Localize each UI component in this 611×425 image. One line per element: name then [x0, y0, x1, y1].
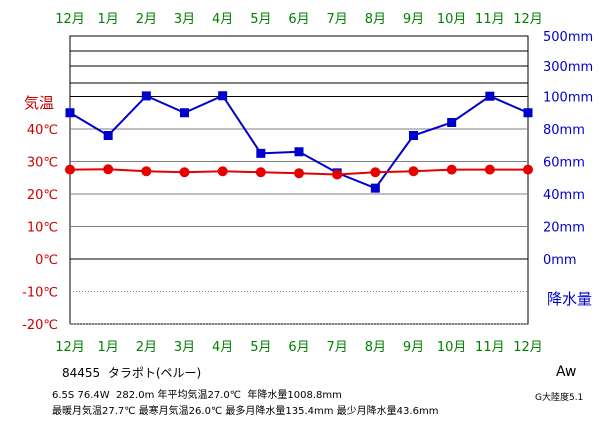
temperature-point [217, 166, 228, 177]
station-title: 84455 タラポト(ペルー) [62, 364, 201, 381]
month-label-top: 10月 [437, 12, 467, 27]
station-extremes: 最暖月気温27.7℃ 最寒月気温26.0℃ 最多月降水量135.4mm 最少月降… [52, 402, 438, 417]
plot-frame [69, 35, 529, 325]
temperature-tick-label: 0℃ [35, 253, 58, 268]
precip-axis-title: 降水量 [547, 290, 592, 308]
precip-tick-label: 100mm [543, 91, 593, 106]
precip-tick-label: 60mm [543, 156, 585, 171]
month-label-top: 8月 [365, 12, 386, 27]
coldest-month-temperature: 最寒月気温26.0℃ [138, 406, 223, 417]
temperature-axis-title: 気温 [24, 94, 54, 112]
month-label-top: 3月 [174, 12, 195, 27]
month-label-bottom: 4月 [212, 340, 233, 355]
precip-tick-label: 0mm [543, 253, 577, 268]
precip-point [294, 147, 304, 157]
precip-tick-label: 20mm [543, 221, 585, 236]
month-label-bottom: 12月 [513, 340, 543, 355]
precip-tick-label: 80mm [543, 123, 585, 138]
month-label-top: 7月 [327, 12, 348, 27]
month-label-bottom: 1月 [98, 340, 119, 355]
temperature-tick-label: 20℃ [27, 188, 58, 203]
precip-point [141, 91, 151, 101]
station-latitude: 6.5S [52, 390, 75, 401]
month-label-bottom: 5月 [250, 340, 271, 355]
temperature-tick-label: 10℃ [27, 221, 58, 236]
month-label-top: 12月 [55, 12, 85, 27]
min-month-precipitation: 最少月降水量43.6mm [336, 406, 439, 417]
precip-point [523, 108, 533, 118]
temperature-point [294, 168, 304, 179]
temperature-point [408, 166, 419, 177]
temperature-tick-label: -10℃ [22, 286, 58, 301]
month-label-bottom: 8月 [365, 340, 386, 355]
month-label-top: 6月 [288, 12, 309, 27]
month-label-bottom: 6月 [288, 340, 309, 355]
temperature-point [332, 169, 343, 180]
month-label-top: 2月 [136, 12, 157, 27]
precip-point [256, 148, 266, 158]
precip-point [485, 91, 495, 101]
precip-tick-label: 500mm [543, 30, 593, 45]
annual-precipitation: 年降水量1008.8mm [247, 390, 342, 401]
precip-point [447, 118, 457, 127]
continentality-index: G大陸度5.1 [535, 393, 584, 403]
month-label-top: 12月 [513, 12, 543, 27]
annual-mean-temperature: 年平均気温27.0℃ [157, 390, 242, 401]
station-altitude: 282.0m [115, 390, 155, 401]
temperature-tick-label: 40℃ [27, 123, 58, 138]
temperature-point [523, 164, 533, 175]
precip-point [180, 108, 189, 118]
month-label-bottom: 10月 [437, 340, 467, 355]
station-id: 84455 [62, 366, 101, 380]
month-label-bottom: 7月 [327, 340, 348, 355]
precip-point [370, 183, 380, 193]
temperature-point [179, 167, 190, 178]
max-month-precipitation: 最多月降水量135.4mm [225, 406, 334, 417]
temperature-point [370, 167, 381, 178]
temperature-tick-label: 30℃ [27, 156, 58, 171]
precip-tick-label: 300mm [543, 60, 593, 75]
temperature-point [103, 164, 114, 175]
month-label-bottom: 3月 [174, 340, 195, 355]
temperature-tick-label: -20℃ [22, 318, 58, 333]
station-summary: 6.5S 76.4W 282.0m 年平均気温27.0℃ 年降水量1008.8m… [52, 386, 342, 401]
temperature-point [141, 166, 152, 177]
temperature-point [484, 164, 495, 175]
month-label-bottom: 2月 [136, 340, 157, 355]
precip-point [409, 131, 418, 140]
month-label-bottom: 12月 [55, 340, 85, 355]
precip-point [103, 131, 113, 140]
precip-point [218, 91, 228, 101]
temperature-point [446, 164, 457, 175]
temperature-point [255, 167, 266, 178]
station-name: タラポト(ペルー) [107, 366, 202, 380]
temperature-point [65, 164, 75, 175]
month-label-bottom: 11月 [475, 340, 505, 355]
station-longitude: 76.4W [77, 390, 110, 401]
warmest-month-temperature: 最暖月気温27.7℃ [52, 406, 136, 417]
month-label-bottom: 9月 [403, 340, 424, 355]
month-label-top: 9月 [403, 12, 424, 27]
month-label-top: 5月 [250, 12, 271, 27]
climate-class: Aw [556, 364, 577, 380]
precip-point [65, 108, 75, 118]
precip-tick-label: 40mm [543, 188, 585, 203]
month-label-top: 11月 [475, 12, 505, 27]
month-label-top: 1月 [98, 12, 119, 27]
month-label-top: 4月 [212, 12, 233, 27]
